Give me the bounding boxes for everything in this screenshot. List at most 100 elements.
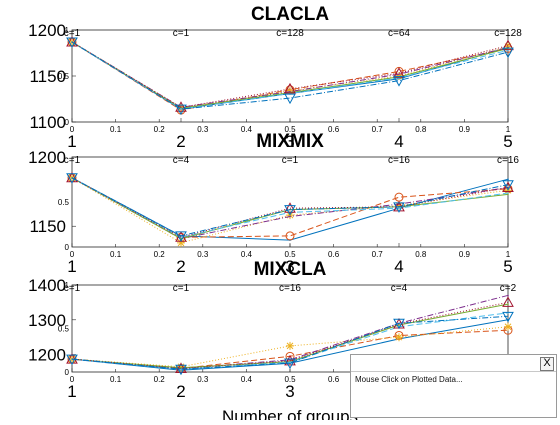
inner-x-tick-label: 0.3 bbox=[197, 250, 209, 259]
popup-message: Mouse Click on Plotted Data... bbox=[355, 375, 463, 384]
data-point-triangle-down bbox=[284, 205, 296, 216]
data-point-triangle-down bbox=[393, 76, 405, 87]
data-point-triangle-down bbox=[502, 311, 514, 323]
data-point-triangle bbox=[284, 354, 296, 366]
c-annotation: c=1 bbox=[64, 155, 81, 166]
y-tick-label: 1100 bbox=[29, 113, 66, 132]
data-point-star bbox=[286, 86, 294, 95]
x-tick-label: 1 bbox=[67, 382, 76, 401]
series-line bbox=[71, 177, 509, 244]
data-point-star bbox=[177, 362, 185, 371]
x-tick-label: 5 bbox=[503, 132, 512, 151]
data-point-triangle bbox=[502, 296, 514, 307]
y-tick-label: 1150 bbox=[29, 67, 66, 86]
c-annotation: c=16 bbox=[388, 155, 410, 166]
data-point-triangle-down bbox=[175, 104, 187, 116]
y-tick-label: 1300 bbox=[28, 311, 66, 330]
series-line bbox=[71, 41, 509, 108]
data-cursor-popup[interactable]: X Mouse Click on Plotted Data... bbox=[350, 354, 557, 418]
inner-x-tick-label: 0.4 bbox=[241, 125, 253, 134]
inner-x-tick-label: 0.2 bbox=[154, 250, 166, 259]
c-annotation: c=1 bbox=[282, 155, 299, 166]
data-point-triangle bbox=[175, 362, 187, 374]
inner-x-tick-label: 0.9 bbox=[459, 250, 471, 259]
c-annotation: c=16 bbox=[497, 155, 519, 166]
c-annotation: c=2 bbox=[500, 283, 517, 294]
data-point-triangle bbox=[284, 202, 296, 213]
data-point bbox=[398, 203, 400, 205]
inner-x-tick-label: 0.1 bbox=[110, 375, 122, 384]
data-point-triangle-down bbox=[393, 318, 405, 330]
c-annotation: c=4 bbox=[391, 283, 408, 294]
data-point-star bbox=[286, 341, 294, 350]
c-annotation: c=128 bbox=[276, 28, 304, 39]
inner-x-tick-label: 0.9 bbox=[459, 125, 471, 134]
inner-y-tick-label: 1 bbox=[65, 281, 70, 290]
x-tick-label: 4 bbox=[394, 132, 403, 151]
chart-title: CLACLA bbox=[251, 4, 329, 25]
x-axis-label: Number of groups bbox=[222, 407, 358, 420]
series-line bbox=[71, 301, 509, 370]
data-point-triangle-down bbox=[502, 47, 514, 59]
data-point bbox=[507, 294, 509, 297]
inner-y-tick-label: 0.5 bbox=[58, 198, 70, 207]
data-point-star bbox=[395, 201, 403, 210]
series-line bbox=[71, 41, 509, 110]
inner-x-tick-label: 0.6 bbox=[328, 375, 340, 384]
inner-x-tick-label: 0 bbox=[70, 125, 75, 134]
data-point bbox=[398, 207, 400, 210]
data-point bbox=[507, 303, 509, 305]
y-tick-label: 1400 bbox=[28, 276, 66, 295]
series-line bbox=[71, 294, 509, 370]
data-point bbox=[398, 73, 400, 75]
inner-x-tick-label: 0.3 bbox=[197, 125, 209, 134]
c-annotation: c=1 bbox=[173, 283, 190, 294]
x-tick-label: 4 bbox=[394, 257, 403, 276]
inner-x-tick-label: 0.2 bbox=[154, 375, 166, 384]
x-tick-label: 5 bbox=[503, 257, 512, 276]
c-annotation: c=64 bbox=[388, 28, 410, 39]
inner-y-tick-label: 0.5 bbox=[58, 72, 70, 81]
inner-x-tick-label: 0.8 bbox=[415, 250, 427, 259]
inner-x-tick-label: 0.1 bbox=[110, 250, 122, 259]
inner-x-tick-label: 0.7 bbox=[372, 125, 384, 134]
inner-x-tick-label: 0.7 bbox=[372, 250, 384, 259]
inner-x-tick-label: 0.5 bbox=[284, 125, 296, 134]
series-line bbox=[71, 177, 509, 237]
inner-x-tick-label: 0.5 bbox=[284, 250, 296, 259]
inner-y-tick-label: 0.5 bbox=[58, 325, 70, 334]
data-point-star bbox=[504, 42, 512, 51]
data-point-star bbox=[395, 333, 403, 342]
data-point bbox=[180, 237, 182, 240]
data-point-triangle-down bbox=[502, 180, 514, 191]
inner-x-tick-label: 0.8 bbox=[415, 125, 427, 134]
data-point-triangle-down bbox=[66, 173, 78, 184]
data-point-star bbox=[504, 322, 512, 331]
inner-x-tick-label: 1 bbox=[506, 250, 511, 259]
data-point-triangle bbox=[284, 82, 296, 94]
data-point-triangle-down bbox=[66, 354, 78, 366]
inner-y-tick-label: 0 bbox=[65, 118, 70, 127]
close-icon[interactable]: X bbox=[540, 357, 554, 371]
data-point bbox=[289, 215, 291, 218]
chart-title: MIXMIX bbox=[256, 131, 324, 152]
data-point-triangle bbox=[393, 67, 405, 78]
x-tick-label: 3 bbox=[285, 382, 294, 401]
c-annotation: c=1 bbox=[64, 283, 81, 294]
data-point-star bbox=[177, 238, 185, 247]
data-point bbox=[289, 361, 291, 364]
data-point-triangle bbox=[502, 39, 514, 51]
c-annotation: c=4 bbox=[173, 155, 190, 166]
inner-x-tick-label: 0.1 bbox=[110, 125, 122, 134]
x-tick-label: 3 bbox=[285, 257, 294, 276]
popup-divider bbox=[351, 371, 556, 372]
data-point bbox=[507, 178, 509, 180]
data-point-star bbox=[395, 72, 403, 80]
inner-y-tick-label: 0 bbox=[65, 243, 70, 252]
inner-x-tick-label: 0.5 bbox=[284, 375, 296, 384]
y-tick-label: 1200 bbox=[28, 346, 66, 365]
data-point bbox=[507, 192, 509, 194]
plot-area-2 bbox=[71, 156, 509, 248]
inner-x-tick-label: 0 bbox=[70, 375, 75, 384]
x-tick-label: 1 bbox=[67, 132, 76, 151]
